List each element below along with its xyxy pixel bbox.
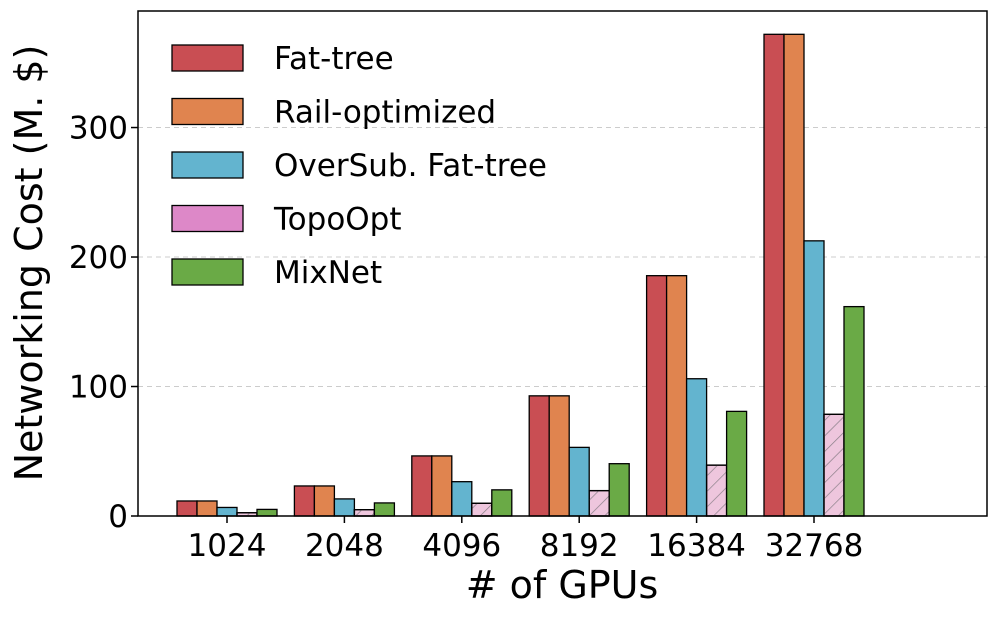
plot-frame — [137, 10, 988, 517]
y-tick-label: 200 — [69, 240, 128, 276]
bar — [843, 305, 865, 517]
x-tick-label: 32768 — [765, 528, 864, 564]
y-tick-label: 0 — [108, 499, 128, 535]
y-axis-label: Networking Cost (M. $) — [7, 45, 51, 482]
y-tick-label: 100 — [69, 370, 128, 406]
bars — [176, 33, 865, 517]
legend-label: TopoOpt — [273, 202, 402, 238]
bar — [256, 508, 278, 517]
bar — [373, 502, 396, 517]
legend-label: Rail-optimized — [274, 95, 496, 131]
legend-label: MixNet — [274, 255, 382, 291]
bar — [685, 378, 708, 517]
legend-swatch — [171, 97, 244, 126]
y-axis: 0 100 200 300 — [69, 111, 138, 535]
bar — [528, 395, 550, 517]
bar — [803, 240, 825, 517]
bar — [491, 489, 513, 517]
bar — [725, 410, 748, 517]
bar — [568, 446, 590, 517]
bar — [783, 33, 805, 517]
grid-lines — [138, 127, 987, 388]
bar — [313, 485, 336, 517]
bar-hatch — [823, 413, 845, 517]
legend: Fat-tree Rail-optimized OverSub. Fat-tree T… — [171, 41, 547, 291]
legend-swatch — [171, 258, 244, 286]
bar — [763, 33, 785, 517]
legend-swatch — [171, 204, 244, 233]
x-tick-label: 16384 — [647, 528, 746, 564]
bar-hatch — [705, 464, 728, 517]
bar-hatch — [353, 509, 376, 517]
legend-label: Fat-tree — [274, 41, 394, 77]
legend-swatch — [171, 151, 244, 179]
bar — [645, 275, 668, 517]
bar — [608, 463, 630, 517]
y-tick-label: 300 — [69, 111, 128, 147]
bar — [176, 500, 198, 517]
bar-hatch — [588, 489, 610, 517]
x-axis-label: # of GPUs — [466, 563, 659, 607]
x-axis: 1024 2048 4096 8192 16384 32768 — [188, 516, 864, 564]
bar — [451, 481, 473, 517]
bar-hatch — [471, 502, 493, 517]
legend-label: OverSub. Fat-tree — [274, 148, 547, 184]
x-tick-label: 1024 — [188, 528, 267, 564]
bar — [196, 500, 218, 517]
bar — [548, 395, 570, 517]
bar — [333, 498, 356, 517]
x-tick-label: 2048 — [305, 528, 384, 564]
x-tick-label: 4096 — [422, 528, 501, 564]
bar — [216, 506, 238, 517]
bar — [665, 275, 688, 517]
bar — [293, 485, 316, 517]
x-tick-label: 8192 — [540, 528, 619, 564]
legend-swatch — [171, 44, 244, 72]
bar — [431, 455, 453, 517]
bar — [411, 455, 433, 517]
